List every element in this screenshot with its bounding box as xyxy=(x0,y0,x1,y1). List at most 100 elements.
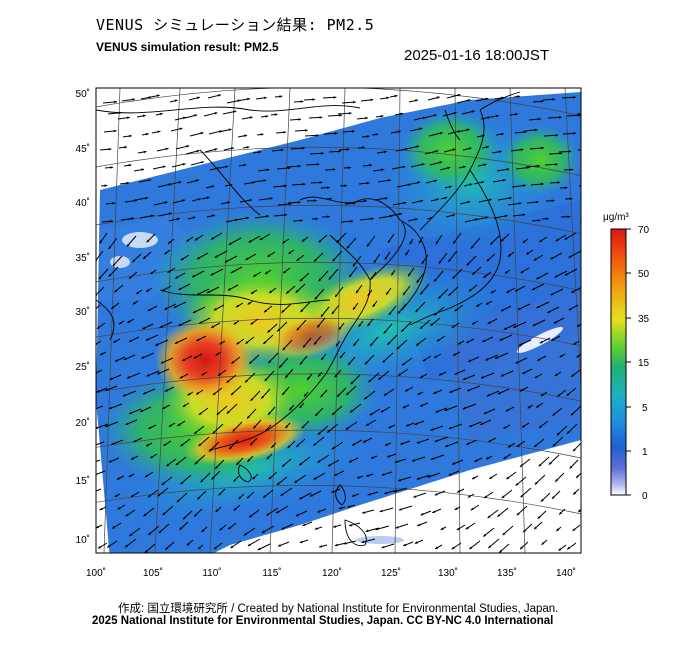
wind-arrowhead xyxy=(296,258,300,261)
wind-arrowhead xyxy=(500,374,504,377)
wind-arrowhead xyxy=(508,196,512,200)
wind-arrowhead xyxy=(537,358,541,361)
wind-arrowhead xyxy=(421,163,425,166)
wind-arrowhead xyxy=(260,133,264,136)
wind-arrowhead xyxy=(129,411,132,414)
wind-arrowhead xyxy=(468,359,472,362)
colorbar-tick: 1 xyxy=(642,447,648,458)
wind-arrowhead xyxy=(384,491,388,495)
wind-arrowhead xyxy=(143,513,147,517)
wind-arrowhead xyxy=(367,323,371,327)
wind-arrowhead xyxy=(452,148,456,151)
wind-arrowhead xyxy=(318,239,322,243)
wind-arrowhead xyxy=(373,259,377,263)
wind-arrowhead xyxy=(282,464,285,467)
wind-arrowhead xyxy=(208,448,212,452)
wind-arrowhead xyxy=(96,390,100,393)
wind-arrowhead xyxy=(148,532,152,535)
wind-arrowhead xyxy=(333,96,337,99)
wind-arrowhead xyxy=(231,147,234,150)
wind-arrowhead xyxy=(554,373,558,377)
wind-arrowhead xyxy=(502,178,506,182)
wind-arrowhead xyxy=(551,496,555,499)
wind-arrowhead xyxy=(344,184,347,187)
wind-arrowhead xyxy=(481,181,485,184)
wind-arrowhead xyxy=(142,326,146,330)
map-field xyxy=(96,88,581,553)
wind-arrowhead xyxy=(225,165,229,168)
wind-arrowhead xyxy=(114,289,118,293)
wind-arrowhead xyxy=(145,338,149,341)
wind-arrowhead xyxy=(297,201,301,204)
wind-arrowhead xyxy=(230,392,234,396)
wind-arrow xyxy=(580,102,581,103)
wind-arrowhead xyxy=(369,164,372,167)
wind-arrowhead xyxy=(113,129,117,133)
wind-arrowhead xyxy=(518,343,522,346)
wind-arrowhead xyxy=(196,149,200,153)
wind-arrowhead xyxy=(388,312,392,315)
wind-arrowhead xyxy=(236,462,239,466)
wind-arrowhead xyxy=(573,448,576,452)
wind-arrowhead xyxy=(471,322,475,325)
wind-arrowhead xyxy=(490,290,494,294)
wind-arrowhead xyxy=(288,202,292,206)
wind-arrowhead xyxy=(132,259,136,263)
wind-arrowhead xyxy=(440,527,444,530)
wind-arrowhead xyxy=(313,258,317,262)
wind-arrowhead xyxy=(568,255,572,258)
wind-arrowhead xyxy=(400,112,404,116)
wind-arrowhead xyxy=(452,462,456,465)
wind-arrowhead xyxy=(165,147,169,151)
wind-arrowhead xyxy=(520,148,524,151)
wind-arrowhead xyxy=(276,510,279,514)
wind-arrowhead xyxy=(231,360,235,364)
wind-arrowhead xyxy=(97,326,100,329)
wind-arrowhead xyxy=(162,512,166,516)
wind-arrowhead xyxy=(250,321,254,325)
wind-arrowhead xyxy=(182,404,186,407)
wind-arrowhead xyxy=(104,424,108,428)
wind-arrowhead xyxy=(352,263,356,267)
wind-arrowhead xyxy=(364,396,367,400)
wind-arrowhead xyxy=(403,292,406,296)
wind-arrowhead xyxy=(178,287,182,290)
wind-arrowhead xyxy=(285,425,289,429)
wind-arrowhead xyxy=(144,474,148,478)
wind-arrowhead xyxy=(453,111,457,115)
wind-arrowhead xyxy=(534,481,538,485)
wind-arrow xyxy=(578,185,581,187)
wind-arrowhead xyxy=(416,343,419,346)
wind-arrowhead xyxy=(483,533,487,537)
wind-arrowhead xyxy=(307,377,310,380)
wind-arrowhead xyxy=(283,270,287,274)
wind-arrowhead xyxy=(497,391,501,395)
wind-arrowhead xyxy=(573,132,577,135)
wind-arrowhead xyxy=(182,163,186,166)
wind-arrowhead xyxy=(449,390,453,393)
wind-arrowhead xyxy=(571,290,575,293)
wind-arrowhead xyxy=(486,258,490,262)
wind-arrowhead xyxy=(434,312,438,316)
wind-arrowhead xyxy=(150,271,154,274)
wind-arrowhead xyxy=(227,201,230,204)
wind-arrowhead xyxy=(439,132,443,135)
wind-arrowhead xyxy=(399,212,402,216)
wind-arrowhead xyxy=(200,479,204,483)
wind-arrowhead xyxy=(313,477,317,480)
wind-arrowhead xyxy=(564,186,568,190)
wind-arrowhead xyxy=(186,239,190,242)
wind-arrowhead xyxy=(534,128,538,132)
wind-arrowhead xyxy=(164,307,168,310)
wind-arrowhead xyxy=(258,150,262,154)
wind-arrowhead xyxy=(395,526,399,529)
wind-arrowhead xyxy=(413,495,417,498)
wind-arrowhead xyxy=(143,256,146,259)
wind-arrowhead xyxy=(573,96,576,99)
wind-arrowhead xyxy=(515,288,518,292)
wind-arrowhead xyxy=(259,237,263,240)
wind-arrowhead xyxy=(283,131,287,134)
wind-arrowhead xyxy=(226,380,230,383)
wind-arrowhead xyxy=(161,482,165,485)
wind-arrowhead xyxy=(367,243,370,247)
